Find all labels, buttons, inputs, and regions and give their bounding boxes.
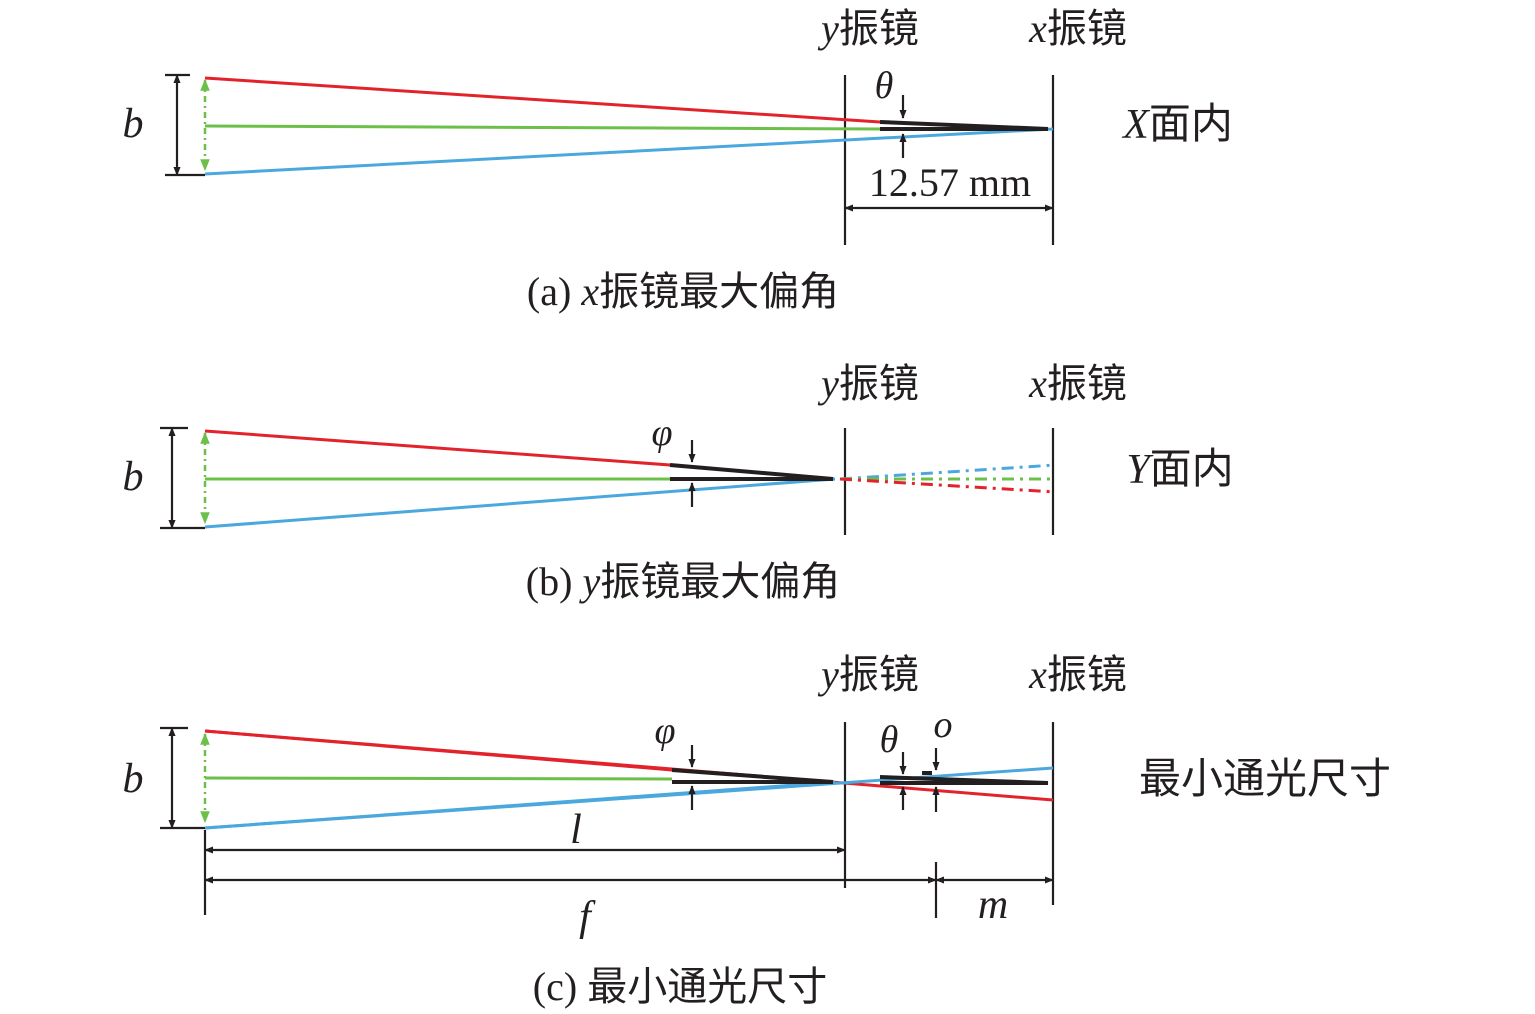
panel-c-o-label: o xyxy=(934,704,953,746)
panel-c-m-label: m xyxy=(978,882,1008,928)
panel-a-x-mirror-label: x振镜 xyxy=(1028,6,1127,51)
panel-a-distance-label: 12.57 mm xyxy=(869,160,1031,205)
panel-b-deflection-wedge xyxy=(669,463,834,481)
panel-b-red-reflected xyxy=(839,477,1056,494)
panel-c: y振镜 x振镜 b φ θ o xyxy=(123,652,1392,1009)
panel-c-y-mirror-label: y振镜 xyxy=(817,652,919,697)
panel-c-red-ray-short xyxy=(204,729,673,772)
panel-c-phi-label: φ xyxy=(654,710,675,752)
panel-c-side-label: 最小通光尺寸 xyxy=(1139,757,1391,803)
panel-a-deflection-wedge xyxy=(879,120,1049,131)
panel-b-red-ray xyxy=(204,429,671,467)
panel-c-theta-label: θ xyxy=(880,719,899,761)
panel-c-green-ray xyxy=(204,776,673,781)
panel-a-y-mirror-label: y振镜 xyxy=(817,6,919,51)
panel-a: y振镜 x振镜 b θ 12.57 mm X面内 (a) x振镜最大偏角 xyxy=(123,6,1233,314)
panel-a-theta-label: θ xyxy=(875,65,894,107)
panel-c-caption: (c) 最小通光尺寸 xyxy=(533,964,827,1009)
panel-b-blue-ray xyxy=(204,477,836,529)
panel-a-caption: (a) x振镜最大偏角 xyxy=(527,269,839,314)
panel-b-phi-label: φ xyxy=(651,412,672,454)
panel-b-x-mirror-label: x振镜 xyxy=(1028,361,1127,406)
panel-a-green-ray xyxy=(204,124,881,131)
panel-c-y-deflection-wedge xyxy=(671,768,834,784)
panel-a-blue-ray xyxy=(204,127,1054,176)
panel-c-l-label: l xyxy=(570,807,582,853)
panel-c-f-label: f xyxy=(579,894,596,940)
panel-b-plane-label: Y面内 xyxy=(1126,447,1233,493)
panel-a-plane-label: X面内 xyxy=(1121,102,1233,148)
panel-c-x-deflection-wedge xyxy=(879,775,1049,785)
panel-c-x-mirror-label: x振镜 xyxy=(1028,652,1127,697)
panel-b-b-label: b xyxy=(123,454,144,500)
panel-c-b-label: b xyxy=(123,756,144,802)
panel-b-y-mirror-label: y振镜 xyxy=(817,361,919,406)
panel-b-caption: (b) y振镜最大偏角 xyxy=(526,559,840,604)
panel-a-red-ray xyxy=(204,76,881,124)
panel-b: y振镜 x振镜 b φ Y面内 (b) y振镜最大偏角 xyxy=(123,361,1234,604)
panel-b-blue-reflected xyxy=(839,463,1056,481)
panel-a-b-label: b xyxy=(123,101,144,147)
